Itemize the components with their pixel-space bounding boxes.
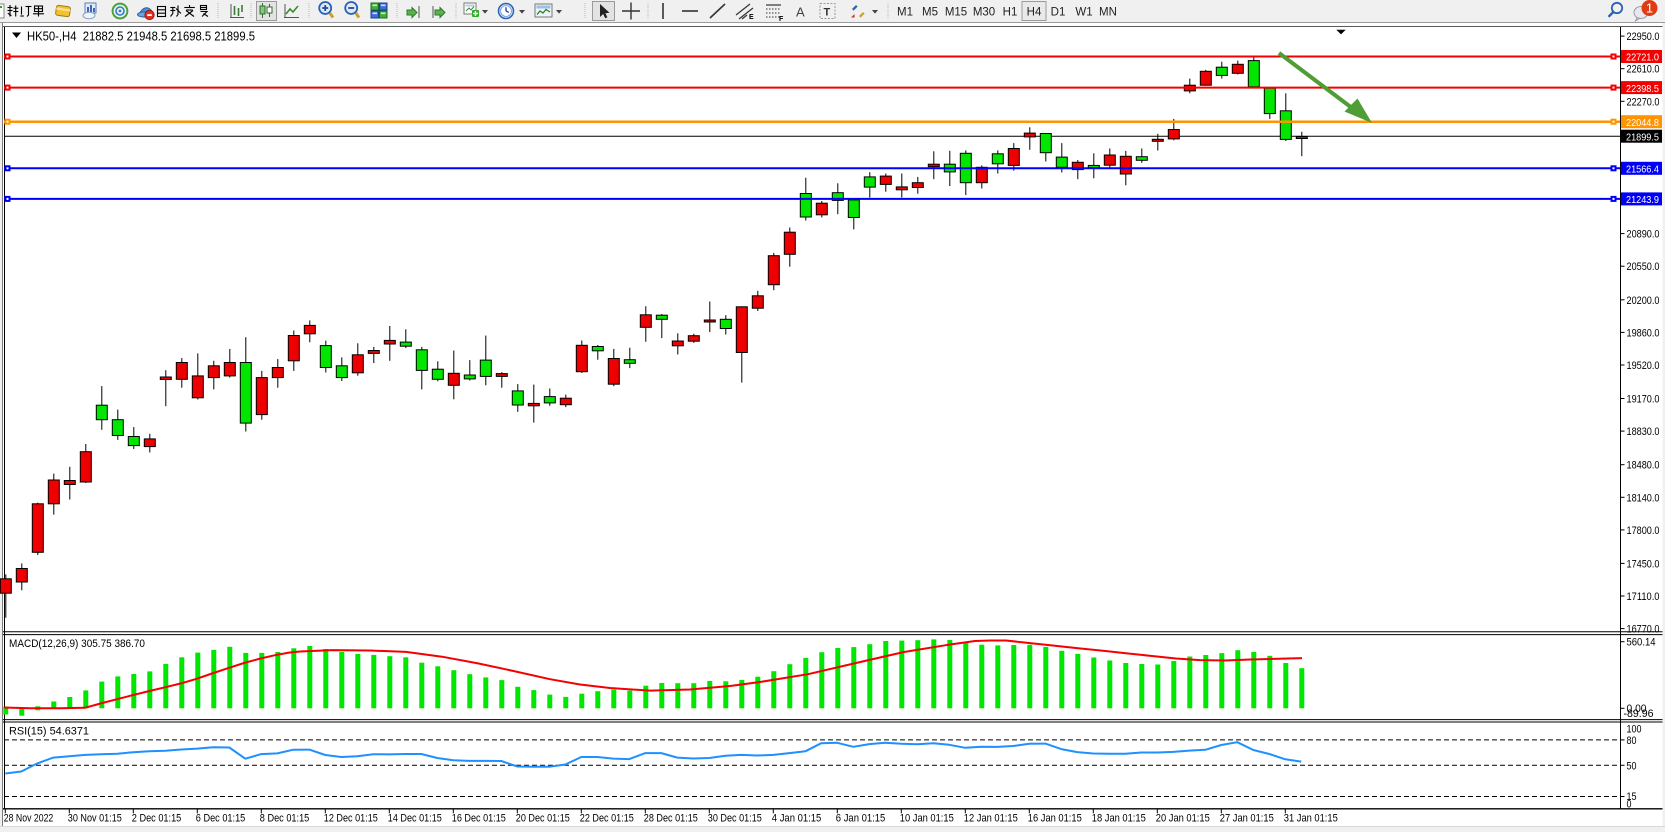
svg-text:20890.0: 20890.0 xyxy=(1627,229,1660,241)
svg-text:16770.0: 16770.0 xyxy=(1627,624,1660,636)
svg-text:2 Dec 01:15: 2 Dec 01:15 xyxy=(132,813,182,825)
svg-text:28 Dec 01:15: 28 Dec 01:15 xyxy=(644,813,698,825)
svg-text:21243.9: 21243.9 xyxy=(1626,194,1659,206)
svg-text:8 Dec 01:15: 8 Dec 01:15 xyxy=(260,813,310,825)
svg-text:6 Dec 01:15: 6 Dec 01:15 xyxy=(196,813,246,825)
svg-text:M1: M1 xyxy=(897,7,913,19)
svg-text:18 Jan 01:15: 18 Jan 01:15 xyxy=(1092,813,1146,825)
svg-text:20 Jan 01:15: 20 Jan 01:15 xyxy=(1156,813,1210,825)
svg-text:H4: H4 xyxy=(1027,7,1042,19)
svg-text:18830.0: 18830.0 xyxy=(1627,426,1660,438)
svg-text:30 Nov 01:15: 30 Nov 01:15 xyxy=(68,813,122,825)
svg-text:A: A xyxy=(796,5,805,20)
svg-text:22270.0: 22270.0 xyxy=(1627,96,1660,108)
svg-text:19520.0: 19520.0 xyxy=(1627,360,1660,372)
svg-text:31 Jan 01:15: 31 Jan 01:15 xyxy=(1284,813,1338,825)
svg-text:HK50-,H4 21882.5 21948.5 2169: HK50-,H4 21882.5 21948.5 21698.5 21899.5 xyxy=(27,30,255,44)
svg-text:17450.0: 17450.0 xyxy=(1627,558,1660,570)
svg-text:10 Jan 01:15: 10 Jan 01:15 xyxy=(900,813,954,825)
svg-text:22721.0: 22721.0 xyxy=(1626,52,1659,64)
svg-text:16 Jan 01:15: 16 Jan 01:15 xyxy=(1028,813,1082,825)
svg-text:27 Jan 01:15: 27 Jan 01:15 xyxy=(1220,813,1274,825)
svg-text:12 Dec 01:15: 12 Dec 01:15 xyxy=(324,813,378,825)
svg-text:H1: H1 xyxy=(1003,7,1018,19)
svg-text:6 Jan 01:15: 6 Jan 01:15 xyxy=(836,813,886,825)
svg-text:18140.0: 18140.0 xyxy=(1627,492,1660,504)
svg-text:F: F xyxy=(779,16,784,23)
svg-text:20550.0: 20550.0 xyxy=(1627,261,1660,273)
svg-text:RSI(15) 54.6371: RSI(15) 54.6371 xyxy=(9,726,89,738)
svg-text:22610.0: 22610.0 xyxy=(1627,64,1660,76)
svg-text:560.14: 560.14 xyxy=(1627,637,1656,649)
svg-text:W1: W1 xyxy=(1075,7,1092,19)
svg-text:80: 80 xyxy=(1627,735,1637,747)
svg-text:22950.0: 22950.0 xyxy=(1627,31,1660,43)
svg-text:20200.0: 20200.0 xyxy=(1627,295,1660,307)
svg-text:4 Jan 01:15: 4 Jan 01:15 xyxy=(772,813,822,825)
svg-text:0: 0 xyxy=(1627,798,1632,810)
svg-text:18480.0: 18480.0 xyxy=(1627,460,1660,472)
svg-text:50: 50 xyxy=(1627,760,1637,772)
svg-text:MACD(12,26,9) 305.75 386.70: MACD(12,26,9) 305.75 386.70 xyxy=(9,638,145,650)
svg-text:14 Dec 01:15: 14 Dec 01:15 xyxy=(388,813,442,825)
svg-text:22398.5: 22398.5 xyxy=(1626,83,1659,95)
svg-text:17110.0: 17110.0 xyxy=(1627,591,1660,603)
svg-text:M15: M15 xyxy=(945,7,967,19)
svg-text:15: 15 xyxy=(1627,791,1637,803)
svg-text:T: T xyxy=(824,7,831,19)
svg-text:28 Nov 2022: 28 Nov 2022 xyxy=(4,813,54,825)
svg-text:M5: M5 xyxy=(922,7,938,19)
svg-text:E: E xyxy=(749,14,754,21)
svg-text:17800.0: 17800.0 xyxy=(1627,525,1660,537)
svg-text:21899.5: 21899.5 xyxy=(1626,131,1659,143)
svg-text:12 Jan 01:15: 12 Jan 01:15 xyxy=(964,813,1018,825)
svg-text:D1: D1 xyxy=(1051,7,1066,19)
svg-text:20 Dec 01:15: 20 Dec 01:15 xyxy=(516,813,570,825)
svg-text:19860.0: 19860.0 xyxy=(1627,327,1660,339)
svg-text:100: 100 xyxy=(1627,723,1642,735)
svg-text:21566.4: 21566.4 xyxy=(1626,164,1659,176)
svg-text:22044.8: 22044.8 xyxy=(1626,117,1659,129)
svg-text:1: 1 xyxy=(1646,1,1653,16)
svg-text:0.00: 0.00 xyxy=(1627,703,1647,715)
svg-text:22 Dec 01:15: 22 Dec 01:15 xyxy=(580,813,634,825)
svg-text:M30: M30 xyxy=(973,7,995,19)
svg-text:30 Dec 01:15: 30 Dec 01:15 xyxy=(708,813,762,825)
svg-text:16 Dec 01:15: 16 Dec 01:15 xyxy=(452,813,506,825)
svg-text:-89.96: -89.96 xyxy=(1624,708,1654,720)
svg-text:MN: MN xyxy=(1099,7,1117,19)
svg-text:19170.0: 19170.0 xyxy=(1627,394,1660,406)
